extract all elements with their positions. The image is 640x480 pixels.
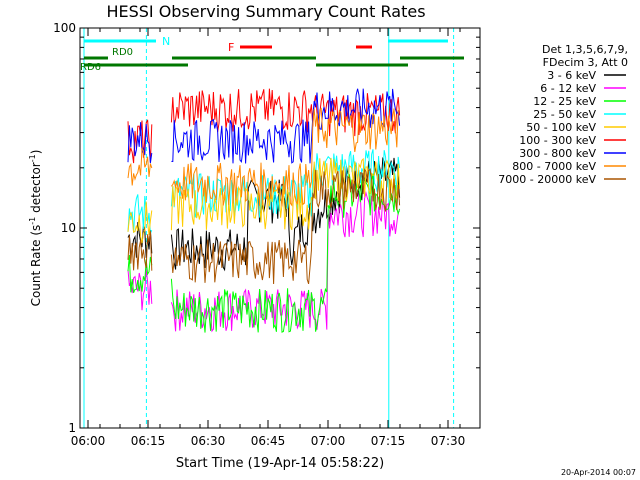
x-tick-label: 06:00 [71,434,106,448]
legend-item-label: 7000 - 20000 keV [498,173,596,186]
legend-item-label: 800 - 7000 keV [512,160,596,173]
legend-item-label: 100 - 300 keV [519,134,596,147]
legend-item-label: 6 - 12 keV [540,82,596,95]
legend-item-label: 300 - 800 keV [519,147,596,160]
legend-item-label: 3 - 6 keV [547,69,596,82]
vlines-layer [83,28,455,428]
status-bar-label: RD0 [112,47,133,58]
legend-item-label: 25 - 50 keV [533,108,596,121]
legend-header-1: Det 1,3,5,6,7,9, [542,43,628,56]
legend-item-label: 50 - 100 keV [526,121,596,134]
y-tick-label: 100 [53,21,76,35]
y-tick-label: 1 [68,421,76,435]
x-tick-label: 07:30 [431,434,466,448]
y-axis-label-tail: detector [29,162,43,217]
y-ticks: 1 10 100 [53,21,480,435]
y-axis-label: Count Rate (s-1 detector-1) [28,150,43,307]
series-line [127,157,401,244]
y-axis-label-sup: -1 [28,217,37,225]
x-tick-label: 06:45 [251,434,286,448]
series-line [127,107,400,207]
band-label: N [162,35,170,48]
series-layer [127,88,401,333]
series-line [127,168,401,285]
series-line [127,191,400,333]
legend: Det 1,3,5,6,7,9, FDecim 3, Att 0 3 - 6 k… [498,43,628,186]
flare-flag-label: F [228,41,234,54]
y-axis-label-main: Count Rate (s [29,225,43,307]
x-tick-label: 06:30 [191,434,226,448]
x-axis-label: Start Time (19-Apr-14 05:58:22) [176,456,384,471]
x-tick-label: 07:00 [311,434,346,448]
y-axis-label-sup2: -1 [28,154,37,162]
status-bar-label: RD6 [80,62,101,73]
x-tick-label: 07:15 [371,434,406,448]
y-tick-label: 10 [61,221,76,235]
x-tick-label: 06:15 [131,434,166,448]
footer-date: 20-Apr-2014 00:07 [561,468,636,477]
legend-item-label: 12 - 25 keV [533,95,596,108]
status-layer: RD0 RD6 [80,47,464,73]
series-line [127,173,401,333]
legend-header-2: FDecim 3, Att 0 [543,56,628,69]
y-axis-label-end: ) [29,150,43,155]
x-ticks: 06:00 06:15 06:30 06:45 07:00 07:15 07:30 [71,28,481,448]
chart-title: HESSI Observing Summary Count Rates [106,2,425,21]
svg-text:Count Rate (s-1 detector-1): Count Rate (s-1 detector-1) [28,150,43,307]
